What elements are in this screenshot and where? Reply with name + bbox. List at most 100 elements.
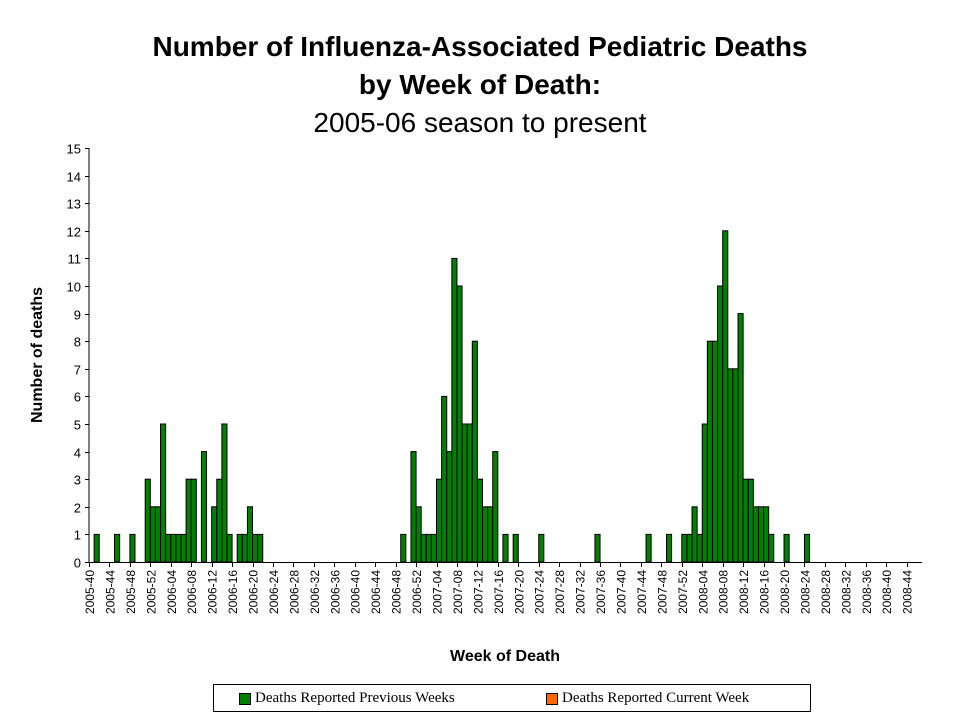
y-tick-label: 3 — [74, 473, 81, 488]
y-tick-label: 13 — [67, 197, 81, 212]
x-tick-label: 2006-32 — [308, 570, 322, 614]
bar-2007-02 — [425, 533, 432, 563]
bar-2008-07 — [717, 285, 724, 563]
y-tick-label: 12 — [67, 225, 81, 240]
bar-2007-45 — [645, 533, 652, 563]
bar-2008-04 — [701, 423, 708, 563]
x-tick-label: 2006-28 — [287, 570, 301, 614]
bar-2006-49 — [400, 533, 407, 563]
bar-2006-03 — [165, 533, 172, 563]
bar-2007-49 — [665, 533, 673, 563]
x-tick-label: 2007-52 — [676, 570, 690, 614]
bar-2005-48 — [129, 533, 136, 563]
bar-2006-15 — [226, 533, 233, 563]
x-tick-label: 2006-12 — [206, 570, 220, 614]
bar-2008-02 — [691, 506, 698, 563]
bar-2007-15 — [492, 451, 499, 563]
x-tick-label: 2007-24 — [533, 570, 547, 614]
y-tick-label: 7 — [74, 363, 81, 378]
bar-2007-13 — [482, 506, 489, 563]
bar-2006-10 — [200, 451, 208, 563]
bar-2008-08 — [722, 230, 729, 563]
legend-label-current-week: Deaths Reported Current Week — [562, 690, 750, 706]
legend-swatch-orange — [546, 692, 558, 705]
bar-2006-21 — [257, 533, 264, 563]
y-tick-label: 4 — [74, 446, 81, 461]
bar-2006-01 — [154, 506, 162, 563]
bar-2006-13 — [216, 478, 223, 563]
x-tick-label: 2007-48 — [655, 570, 669, 614]
bar-2006-18 — [241, 533, 248, 563]
bar-2006-17 — [236, 533, 243, 563]
y-tick-label: 1 — [74, 528, 81, 543]
bar-2006-12 — [211, 506, 218, 563]
bar-2007-09 — [461, 423, 468, 563]
x-tick-label: 2006-48 — [390, 570, 404, 614]
bar-2008-20 — [783, 533, 790, 563]
bar-2006-08 — [190, 478, 197, 563]
bar-2006-51 — [410, 451, 417, 563]
bar-2006-04 — [170, 533, 177, 563]
x-tick-label: 2006-52 — [410, 570, 424, 614]
bar-2006-20 — [252, 533, 259, 563]
bar-2007-17 — [502, 533, 509, 563]
x-tick-label: 2008-24 — [799, 570, 813, 614]
chart-title: Number of Influenza-Associated Pediatric… — [152, 31, 808, 62]
x-tick-label: 2008-36 — [860, 570, 874, 614]
x-tick-label: 2007-08 — [451, 570, 465, 614]
x-axis-label: Week of Death — [450, 648, 560, 665]
bar-2007-12 — [476, 478, 484, 563]
x-tick-label: 2008-44 — [901, 570, 915, 614]
legend: Deaths Reported Previous Weeks Deaths Re… — [213, 684, 811, 712]
y-tick-label: 9 — [74, 308, 81, 323]
bar-2008-01 — [686, 533, 693, 563]
x-tick-label: 2006-20 — [247, 570, 261, 614]
bar-2008-03 — [696, 533, 703, 563]
bar-2008-12 — [742, 478, 749, 563]
legend-label-previous-weeks: Deaths Reported Previous Weeks — [255, 690, 455, 706]
bar-2008-06 — [711, 340, 719, 563]
bar-2007-35 — [594, 533, 601, 563]
y-tick-label: 6 — [74, 390, 81, 405]
x-tick-label: 2008-04 — [696, 570, 710, 614]
x-tick-label: 2007-32 — [574, 570, 588, 614]
y-axis-label: Number of deaths — [29, 287, 46, 423]
x-tick-label: 2007-12 — [471, 570, 485, 614]
bar-2005-52 — [149, 506, 156, 563]
bar-2006-14 — [221, 423, 228, 563]
x-tick-label: 2008-16 — [758, 570, 772, 614]
x-tick-label: 2008-12 — [737, 570, 751, 614]
bar-2006-52 — [415, 506, 422, 563]
bar-2008-05 — [706, 340, 713, 563]
bar-2006-02 — [160, 423, 167, 563]
y-tick-label: 5 — [74, 418, 81, 433]
x-tick-label: 2007-44 — [635, 570, 649, 614]
y-tick-label: 0 — [74, 556, 81, 571]
bar-2007-04 — [436, 478, 443, 563]
x-tick-label: 2005-40 — [83, 570, 97, 614]
x-tick-label: 2008-28 — [819, 570, 833, 614]
x-tick-label: 2006-24 — [267, 570, 281, 614]
x-tick-label: 2008-20 — [778, 570, 792, 614]
bar-2008-10 — [732, 368, 739, 563]
y-tick-label: 2 — [74, 501, 81, 516]
bar-2005-45 — [114, 533, 121, 563]
legend-swatch-green — [239, 692, 251, 705]
x-tick-label: 2006-44 — [369, 570, 383, 614]
bar-2008-17 — [768, 533, 775, 563]
legend-item-current-week: Deaths Reported Current Week — [546, 690, 749, 707]
x-tick-label: 2007-16 — [492, 570, 506, 614]
x-tick-label: 2006-04 — [165, 570, 179, 614]
bar-2007-24 — [538, 533, 545, 563]
bar-2007-05 — [441, 395, 448, 563]
bar-2007-07 — [451, 257, 458, 563]
y-tick-label: 14 — [67, 170, 81, 185]
x-tick-label: 2007-40 — [615, 570, 629, 614]
y-tick-label: 11 — [68, 252, 82, 267]
chart-subtitle: 2005-06 season to present — [313, 107, 647, 138]
bar-2007-03 — [430, 533, 438, 563]
bar-2008-09 — [727, 368, 734, 563]
x-tick-label: 2006-16 — [226, 570, 240, 614]
bar-2006-19 — [246, 506, 254, 563]
